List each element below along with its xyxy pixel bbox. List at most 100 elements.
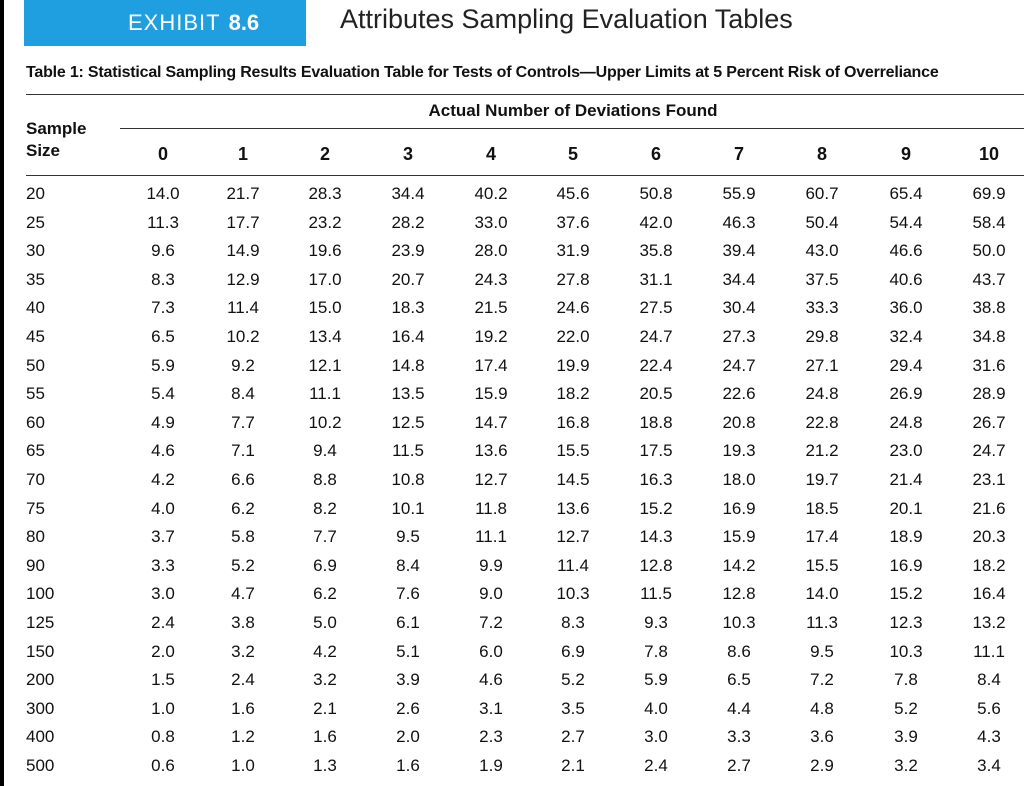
- upper-limit-cell: 4.2: [313, 641, 337, 661]
- upper-limit-cell: 1.0: [231, 756, 255, 775]
- upper-limit-cell: 21.5: [474, 298, 508, 318]
- upper-limit-cell: 33.3: [805, 298, 839, 318]
- upper-limit-cell: 24.7: [722, 355, 756, 375]
- upper-limit-cell: 11.5: [640, 584, 672, 604]
- upper-limit-cell: 0.6: [151, 756, 175, 775]
- upper-limit-cell: 55.9: [722, 184, 756, 203]
- upper-limit-cell: 3.4: [977, 756, 1001, 775]
- upper-limit-cell: 32.4: [889, 327, 923, 346]
- upper-limit-cell: 5.9: [151, 355, 175, 375]
- upper-limit-cell: 2.3: [479, 727, 503, 747]
- upper-limit-cell: 11.5: [392, 441, 424, 461]
- upper-limit-cell: 12.9: [226, 269, 260, 289]
- upper-limit-cell: 0.8: [151, 727, 175, 747]
- column-header-0: 0: [157, 144, 168, 164]
- upper-limit-cell: 24.8: [805, 384, 839, 404]
- upper-limit-cell: 20.5: [639, 384, 673, 404]
- upper-limit-cell: 15.9: [474, 384, 508, 404]
- upper-limit-cell: 1.3: [313, 756, 337, 775]
- upper-limit-cell: 10.2: [308, 412, 342, 432]
- upper-limit-cell: 9.2: [231, 355, 255, 375]
- upper-limit-cell: 40.2: [474, 184, 508, 203]
- upper-limit-cell: 22.6: [722, 384, 756, 404]
- sample-size-cell: 30: [26, 241, 45, 261]
- upper-limit-cell: 8.8: [313, 470, 337, 489]
- upper-limit-cell: 4.3: [977, 727, 1001, 747]
- upper-limit-cell: 2.1: [313, 698, 337, 718]
- upper-limit-cell: 23.0: [889, 441, 923, 461]
- upper-limit-cell: 2.6: [396, 698, 420, 718]
- upper-limit-cell: 3.8: [231, 613, 255, 632]
- upper-limit-cell: 27.5: [639, 298, 673, 318]
- upper-limit-cell: 2.0: [396, 727, 420, 747]
- sample-size-cell: 20: [26, 184, 45, 203]
- upper-limit-cell: 11.3: [806, 613, 838, 632]
- upper-limit-cell: 5.4: [151, 384, 175, 404]
- upper-limit-cell: 13.2: [972, 613, 1006, 632]
- upper-limit-cell: 23.1: [972, 470, 1006, 489]
- upper-limit-cell: 21.6: [972, 498, 1006, 518]
- sample-size-cell: 65: [26, 441, 45, 461]
- upper-limit-cell: 7.1: [231, 441, 255, 461]
- left-margin-rule: [0, 0, 4, 786]
- upper-limit-cell: 50.0: [972, 241, 1006, 261]
- upper-limit-cell: 6.0: [479, 641, 503, 661]
- upper-limit-cell: 14.7: [474, 412, 508, 432]
- upper-limit-cell: 14.5: [556, 470, 590, 489]
- upper-limit-cell: 6.5: [727, 670, 751, 690]
- upper-limit-cell: 2.1: [561, 756, 585, 775]
- upper-limit-cell: 39.4: [722, 241, 756, 261]
- upper-limit-cell: 50.4: [805, 212, 839, 232]
- upper-limit-cell: 7.3: [151, 298, 175, 318]
- upper-limit-cell: 10.3: [722, 613, 756, 632]
- upper-limit-cell: 40.6: [889, 269, 923, 289]
- upper-limit-cell: 28.3: [308, 184, 342, 203]
- upper-limit-cell: 4.7: [231, 584, 255, 604]
- sample-header-line-1: Sample: [26, 119, 87, 138]
- upper-limit-cell: 13.6: [474, 441, 508, 461]
- upper-limit-cell: 1.6: [313, 727, 337, 747]
- upper-limit-cell: 34.4: [722, 269, 756, 289]
- upper-limit-cell: 3.3: [727, 727, 751, 747]
- upper-limit-cell: 7.8: [644, 641, 668, 661]
- upper-limit-cell: 5.0: [313, 613, 337, 632]
- upper-limit-cell: 2.4: [644, 756, 668, 775]
- upper-limit-cell: 6.9: [313, 555, 337, 575]
- upper-limit-cell: 3.6: [810, 727, 834, 747]
- upper-limit-cell: 34.8: [972, 327, 1006, 346]
- upper-limit-cell: 2.4: [231, 670, 255, 690]
- upper-limit-cell: 28.0: [474, 241, 508, 261]
- upper-limit-cell: 38.8: [972, 298, 1006, 318]
- upper-limit-cell: 5.6: [977, 698, 1001, 718]
- upper-limit-cell: 1.0: [151, 698, 175, 718]
- upper-limit-cell: 23.2: [308, 212, 342, 232]
- upper-limit-cell: 18.5: [805, 498, 839, 518]
- sample-size-cell: 55: [26, 384, 45, 404]
- upper-limit-cell: 24.7: [972, 441, 1006, 461]
- upper-limit-cell: 22.0: [556, 327, 590, 346]
- upper-limit-cell: 4.2: [151, 470, 175, 489]
- upper-limit-cell: 16.9: [889, 555, 923, 575]
- upper-limit-cell: 54.4: [889, 212, 923, 232]
- sample-size-cell: 25: [26, 212, 45, 232]
- upper-limit-cell: 50.8: [639, 184, 673, 203]
- upper-limit-cell: 8.3: [561, 613, 585, 632]
- column-header-1: 1: [237, 144, 248, 164]
- upper-limit-cell: 22.8: [805, 412, 839, 432]
- upper-limit-cell: 6.5: [151, 327, 175, 346]
- upper-limit-cell: 17.7: [226, 212, 260, 232]
- upper-limit-cell: 36.0: [889, 298, 923, 318]
- upper-limit-cell: 19.2: [474, 327, 508, 346]
- upper-limit-cell: 21.7: [226, 184, 260, 203]
- sample-size-cell: 400: [26, 727, 55, 747]
- upper-limit-cell: 8.6: [727, 641, 751, 661]
- upper-limit-cell: 17.0: [308, 269, 342, 289]
- deviations-span-header: Actual Number of Deviations Found: [428, 101, 718, 120]
- upper-limit-cell: 19.9: [556, 355, 590, 375]
- upper-limit-cell: 1.6: [396, 756, 420, 775]
- upper-limit-cell: 37.5: [805, 269, 839, 289]
- upper-limit-cell: 3.2: [313, 670, 337, 690]
- upper-limit-cell: 5.9: [644, 670, 668, 690]
- upper-limit-cell: 19.6: [308, 241, 342, 261]
- span-header-rule: [120, 128, 1024, 129]
